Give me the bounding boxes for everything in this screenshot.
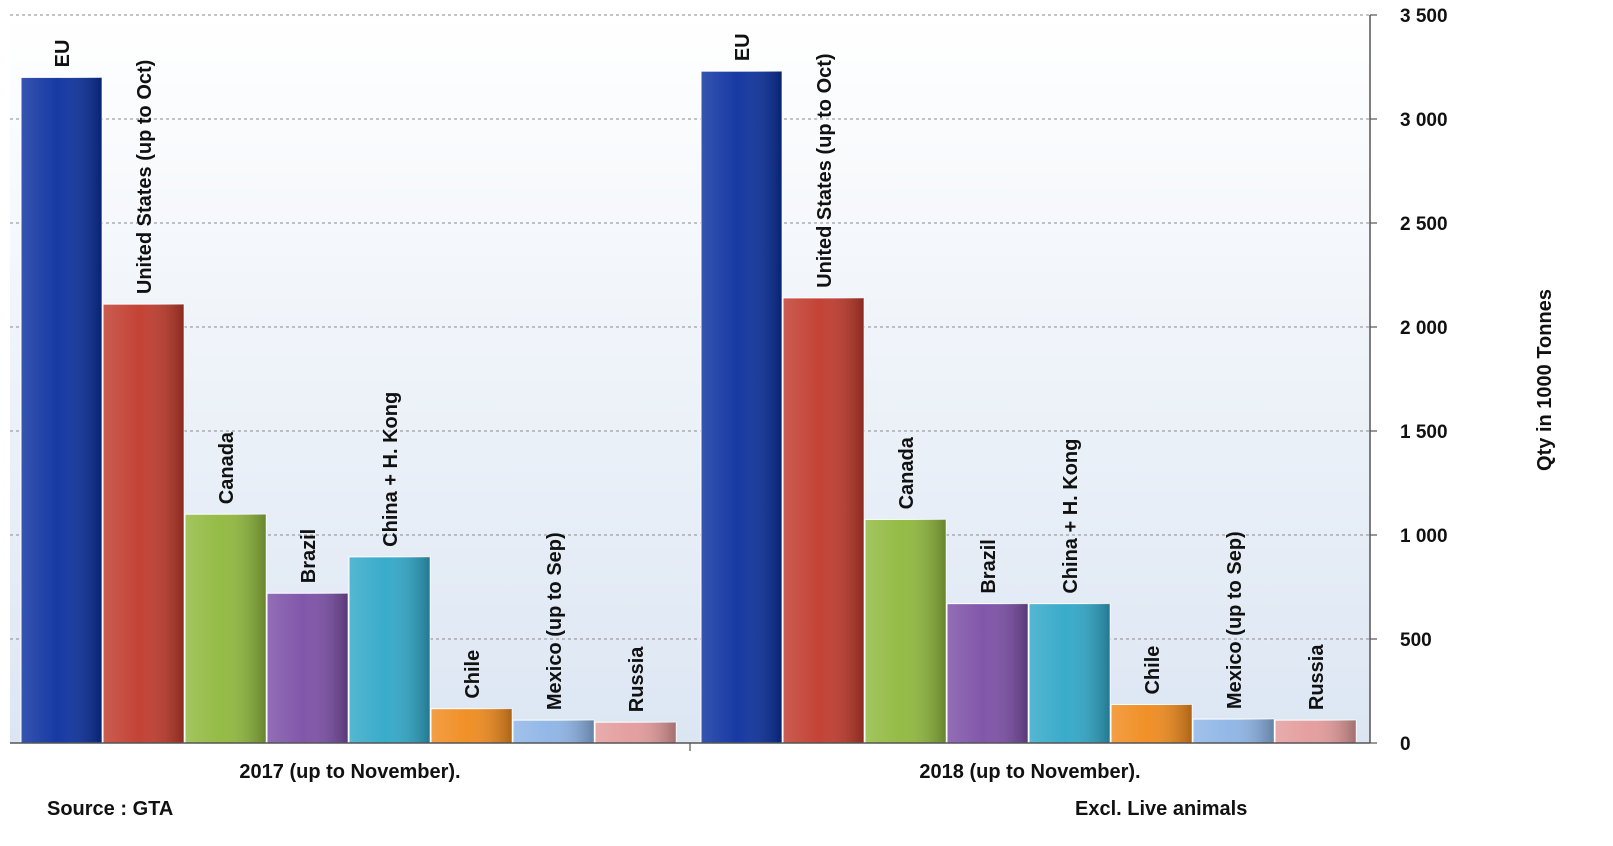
bar-shading — [513, 720, 594, 743]
bar-shading — [185, 514, 266, 743]
bar-label: Mexico (up to Sep) — [544, 532, 566, 710]
bar-shading — [783, 297, 864, 743]
axes: 0 500 1 000 1 500 2 000 2 500 3 000 3 500 2017 (… — [10, 6, 1556, 783]
bar-shading — [701, 71, 782, 743]
bar-label: China + H. Kong — [380, 392, 402, 547]
bar-label: United States (up to Oct) — [134, 60, 156, 294]
y-tick-label: 500 — [1400, 630, 1432, 651]
bar-shading — [1029, 603, 1110, 743]
bar-label: Brazil — [978, 539, 1000, 593]
bar-shading — [595, 722, 676, 743]
bar-labels: EU United States (up to Oct) Canada Brazil C… — [52, 33, 1328, 712]
y-tick-label: 1 000 — [1400, 526, 1448, 547]
bar-shading — [1111, 704, 1192, 743]
bar-label: EU — [52, 40, 74, 68]
bar-label: EU — [732, 33, 754, 61]
bar-shading — [267, 593, 348, 743]
bar-shading — [947, 603, 1028, 743]
source-note: Source : GTA — [47, 798, 174, 820]
bar-label: Chile — [1142, 646, 1164, 695]
bar-label: Brazil — [298, 529, 320, 583]
bar-shading — [1193, 719, 1274, 743]
y-tick-label: 2 500 — [1400, 214, 1448, 235]
y-axis-title: Qty in 1000 Tonnes — [1534, 289, 1556, 471]
x-group-label: 2018 (up to November). — [919, 761, 1140, 783]
bar-shading — [865, 519, 946, 743]
y-tick-label: 3 000 — [1400, 110, 1448, 131]
bar-shading — [1275, 720, 1356, 743]
exclusion-note: Excl. Live animals — [1075, 798, 1248, 820]
y-tick-label: 2 000 — [1400, 318, 1448, 339]
y-tick-label: 1 500 — [1400, 422, 1448, 443]
bar-label: Canada — [896, 436, 918, 509]
bar-shading — [349, 556, 430, 743]
bar-shading — [431, 708, 512, 743]
bar-label: Canada — [216, 431, 238, 504]
bar-shading — [21, 77, 102, 743]
bar-label: China + H. Kong — [1060, 439, 1082, 594]
bar-label: United States (up to Oct) — [814, 53, 836, 287]
grid-lines — [10, 14, 1370, 640]
y-tick-label: 0 — [1400, 734, 1411, 755]
bar-label: Russia — [1306, 644, 1328, 710]
x-group-label: 2017 (up to November). — [239, 761, 460, 783]
bar-label: Mexico (up to Sep) — [1224, 531, 1246, 709]
bar-shading — [103, 304, 184, 743]
bar-label: Chile — [462, 650, 484, 699]
y-tick-label: 3 500 — [1400, 6, 1448, 27]
bars — [20, 70, 1357, 744]
bar-label: Russia — [626, 646, 648, 712]
